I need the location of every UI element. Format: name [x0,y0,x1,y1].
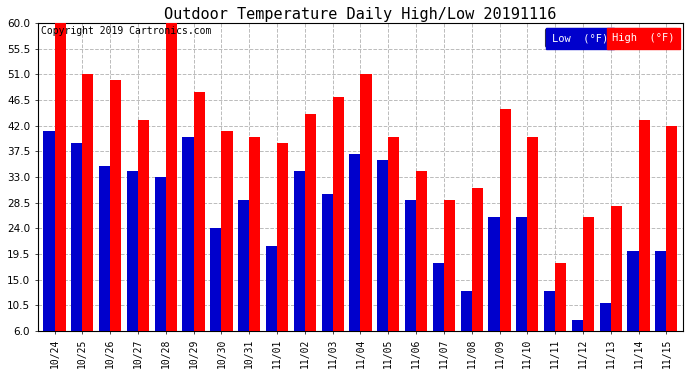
Bar [71,143,82,331]
Bar [472,189,483,331]
Bar [500,109,511,331]
Bar [377,160,388,331]
Bar [388,137,400,331]
Bar [99,166,110,331]
Bar [527,137,538,331]
Bar [444,200,455,331]
Bar [555,262,566,331]
Bar [322,194,333,331]
Bar [667,126,678,331]
Text: Copyright 2019 Cartronics.com: Copyright 2019 Cartronics.com [41,26,211,36]
Bar [433,262,444,331]
Bar [294,171,305,331]
Bar [194,92,205,331]
Bar [55,23,66,331]
Bar [489,217,500,331]
Bar [305,114,316,331]
Bar [416,171,427,331]
Bar [611,206,622,331]
Bar [627,251,638,331]
Bar [82,74,93,331]
Bar [656,251,667,331]
Legend: Low  (°F), High  (°F): Low (°F), High (°F) [544,28,678,47]
Bar [349,154,360,331]
Bar [405,200,416,331]
Bar [277,143,288,331]
Bar [333,97,344,331]
Bar [572,320,583,331]
Bar [210,228,221,331]
Bar [460,291,472,331]
Title: Outdoor Temperature Daily High/Low 20191116: Outdoor Temperature Daily High/Low 20191… [164,7,557,22]
Bar [221,132,233,331]
Bar [583,217,594,331]
Bar [138,120,149,331]
Bar [600,303,611,331]
Bar [544,291,555,331]
Bar [238,200,249,331]
Bar [360,74,372,331]
Bar [249,137,260,331]
Bar [516,217,527,331]
Bar [166,23,177,331]
Bar [43,132,55,331]
Bar [127,171,138,331]
Bar [266,246,277,331]
Bar [638,120,650,331]
Bar [110,80,121,331]
Bar [155,177,166,331]
Bar [182,137,194,331]
